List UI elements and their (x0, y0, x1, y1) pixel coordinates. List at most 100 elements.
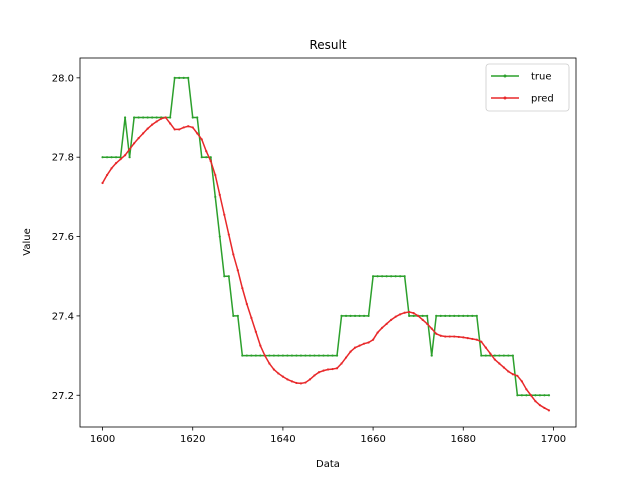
data-point-pred (507, 370, 510, 373)
data-point-pred (155, 120, 158, 123)
data-point-pred (308, 378, 312, 381)
data-point-true (128, 156, 131, 159)
data-point-pred (317, 371, 321, 374)
data-point-pred (128, 148, 131, 151)
data-point-true (187, 76, 190, 79)
data-point-true (277, 354, 280, 357)
data-point-true (259, 354, 262, 357)
legend-entries: true pred (491, 72, 554, 105)
data-point-true (408, 314, 411, 317)
chart-title: Result (309, 38, 346, 52)
data-point-pred (182, 126, 185, 129)
x-tick-label: 1700 (541, 434, 566, 445)
data-point-true (236, 314, 239, 317)
y-axis-label: Value (22, 228, 33, 255)
data-point-true (376, 275, 379, 278)
data-point-true (169, 116, 172, 119)
data-point-pred (146, 127, 149, 130)
y-tick-label: 27.4 (52, 311, 74, 322)
data-point-true (475, 314, 478, 317)
data-point-true (457, 314, 460, 317)
data-point-true (547, 394, 551, 397)
data-point-true (493, 354, 496, 357)
data-point-pred (241, 287, 244, 290)
data-point-pred (480, 340, 483, 343)
data-point-pred (259, 344, 262, 347)
x-tick-label: 1680 (451, 434, 476, 445)
data-point-true (358, 314, 361, 317)
data-point-pred (385, 322, 388, 325)
data-point-pred (335, 367, 339, 370)
data-point-pred (371, 338, 375, 341)
data-point-pred (520, 380, 523, 383)
data-point-true (430, 354, 433, 357)
data-point-true (538, 394, 542, 397)
data-point-true (146, 116, 149, 119)
data-point-true (137, 116, 140, 119)
data-point-true (182, 76, 185, 79)
data-point-pred (331, 367, 334, 371)
legend-marker-true (503, 74, 507, 78)
data-point-pred (430, 327, 433, 330)
data-point-true (295, 354, 298, 357)
data-point-pred (245, 302, 248, 306)
x-axis-ticks: 1600 1620 1640 1660 1680 1700 (90, 427, 566, 445)
data-point-true (471, 314, 474, 317)
data-point-true (133, 116, 136, 119)
y-tick-label: 28.0 (52, 73, 74, 84)
data-point-true (439, 314, 442, 317)
data-point-pred (498, 362, 501, 365)
data-point-true (250, 354, 253, 357)
data-point-pred (493, 358, 496, 361)
data-point-pred (466, 337, 469, 340)
data-point-true (173, 76, 176, 79)
data-point-true (227, 275, 230, 278)
data-point-pred (187, 125, 190, 128)
data-point-true (290, 354, 294, 357)
data-point-pred (196, 132, 199, 135)
legend-label-pred: pred (531, 94, 554, 105)
data-point-true (385, 275, 388, 278)
data-point-pred (214, 173, 217, 177)
data-point-true (272, 354, 275, 357)
data-point-pred (114, 162, 118, 165)
data-point-true (214, 195, 217, 198)
y-tick-label: 27.8 (52, 153, 74, 164)
data-point-true (105, 156, 109, 159)
data-point-pred (299, 382, 303, 385)
data-point-pred (119, 158, 122, 161)
data-point-true (462, 314, 465, 317)
data-point-true (367, 314, 370, 317)
data-point-pred (290, 380, 294, 383)
data-point-pred (353, 346, 357, 349)
data-point-true (322, 354, 325, 357)
data-point-pred (457, 335, 460, 339)
data-point-pred (471, 337, 474, 341)
data-point-true (412, 314, 415, 317)
data-point-true (421, 314, 424, 317)
data-point-true (114, 156, 118, 159)
legend-label-true: true (531, 72, 552, 83)
legend-marker-pred (503, 96, 507, 100)
y-tick-label: 27.6 (52, 232, 74, 243)
data-point-pred (191, 126, 194, 129)
data-point-pred (453, 335, 456, 338)
data-point-pred (403, 311, 406, 314)
data-point-pred (362, 342, 366, 345)
data-point-pred (295, 381, 298, 385)
data-point-true (223, 275, 226, 278)
data-point-pred (394, 315, 397, 318)
plot-area (79, 57, 577, 428)
data-point-pred (547, 409, 551, 412)
y-axis-ticks: 27.2 27.4 27.6 27.8 28.0 (52, 73, 80, 402)
data-point-true (200, 156, 203, 159)
data-point-true (209, 156, 212, 159)
data-point-pred (105, 173, 109, 177)
data-point-pred (263, 354, 266, 357)
data-point-true (534, 394, 537, 397)
data-point-pred (529, 394, 533, 397)
data-point-pred (268, 362, 271, 365)
data-point-pred (358, 344, 361, 347)
data-point-true (466, 314, 469, 317)
